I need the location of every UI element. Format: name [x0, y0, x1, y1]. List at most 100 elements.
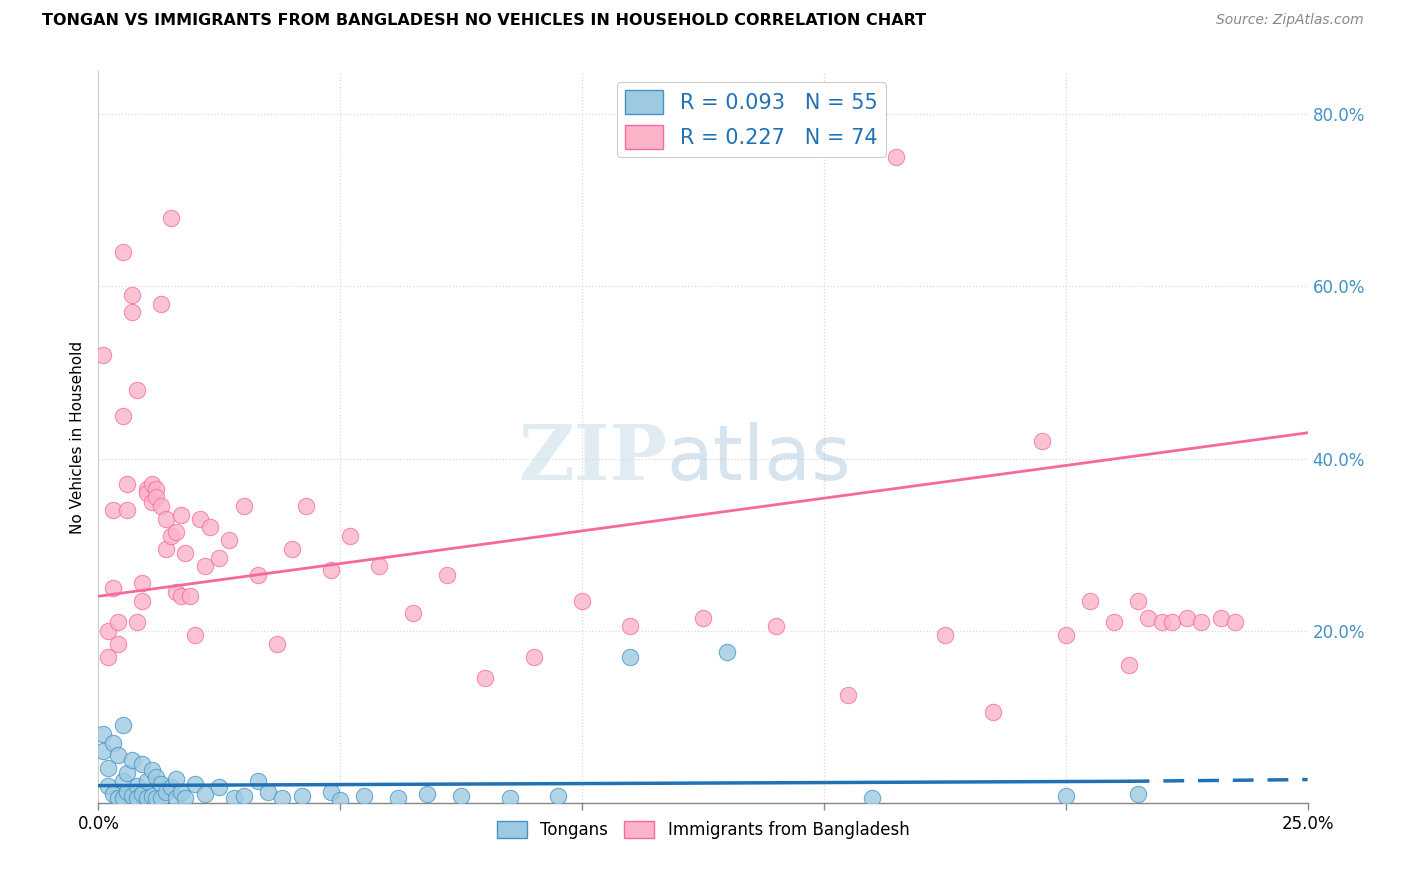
Point — [1102, 615, 1125, 629]
Point — [169, 785, 191, 799]
Point — [290, 789, 312, 803]
Point — [450, 789, 472, 803]
Point — [169, 589, 191, 603]
Point — [1161, 615, 1184, 629]
Point — [160, 529, 183, 543]
Text: Source: ZipAtlas.com: Source: ZipAtlas.com — [1216, 13, 1364, 28]
Point — [266, 637, 288, 651]
Point — [97, 779, 120, 793]
Point — [174, 546, 197, 560]
Point — [271, 791, 294, 805]
Point — [121, 753, 143, 767]
Point — [402, 607, 425, 621]
Point — [436, 567, 458, 582]
Point — [111, 245, 134, 260]
Point — [208, 550, 231, 565]
Point — [256, 785, 278, 799]
Point — [319, 564, 342, 578]
Point — [174, 791, 197, 805]
Point — [150, 777, 173, 791]
Point — [145, 770, 167, 784]
Point — [141, 763, 163, 777]
Point — [135, 482, 157, 496]
Point — [101, 503, 124, 517]
Point — [165, 791, 187, 805]
Point — [160, 780, 183, 795]
Legend: Tongans, Immigrants from Bangladesh: Tongans, Immigrants from Bangladesh — [489, 814, 917, 846]
Point — [860, 791, 883, 805]
Point — [107, 637, 129, 651]
Point — [121, 288, 143, 302]
Point — [117, 785, 139, 799]
Point — [111, 409, 134, 423]
Point — [135, 774, 157, 789]
Point — [934, 628, 956, 642]
Point — [145, 491, 167, 505]
Point — [155, 512, 177, 526]
Point — [571, 593, 593, 607]
Point — [194, 787, 217, 801]
Point — [981, 706, 1004, 720]
Point — [97, 649, 120, 664]
Point — [232, 789, 254, 803]
Point — [165, 585, 187, 599]
Point — [1031, 434, 1053, 449]
Point — [91, 727, 114, 741]
Point — [150, 296, 173, 310]
Point — [117, 503, 139, 517]
Point — [387, 791, 409, 805]
Point — [547, 789, 569, 803]
Point — [1054, 789, 1077, 803]
Point — [319, 785, 342, 799]
Point — [107, 615, 129, 629]
Point — [692, 611, 714, 625]
Point — [1175, 611, 1198, 625]
Point — [155, 541, 177, 556]
Point — [281, 541, 304, 556]
Point — [232, 499, 254, 513]
Point — [295, 499, 318, 513]
Point — [141, 789, 163, 803]
Point — [247, 774, 270, 789]
Point — [111, 774, 134, 789]
Point — [117, 765, 139, 780]
Point — [97, 624, 120, 638]
Point — [474, 671, 496, 685]
Point — [127, 383, 149, 397]
Point — [127, 615, 149, 629]
Point — [107, 748, 129, 763]
Y-axis label: No Vehicles in Household: No Vehicles in Household — [70, 341, 86, 533]
Text: atlas: atlas — [666, 422, 852, 496]
Point — [135, 791, 157, 805]
Point — [1209, 611, 1232, 625]
Point — [145, 482, 167, 496]
Text: ZIP: ZIP — [517, 422, 666, 496]
Point — [169, 508, 191, 522]
Point — [329, 793, 352, 807]
Point — [91, 744, 114, 758]
Point — [1189, 615, 1212, 629]
Point — [111, 718, 134, 732]
Point — [131, 757, 153, 772]
Point — [121, 305, 143, 319]
Point — [107, 791, 129, 805]
Point — [523, 649, 546, 664]
Point — [498, 791, 520, 805]
Point — [111, 791, 134, 805]
Point — [101, 787, 124, 801]
Point — [131, 593, 153, 607]
Point — [184, 628, 207, 642]
Point — [141, 477, 163, 491]
Point — [117, 477, 139, 491]
Point — [716, 645, 738, 659]
Point — [145, 791, 167, 805]
Point — [1152, 615, 1174, 629]
Point — [194, 559, 217, 574]
Point — [1054, 628, 1077, 642]
Point — [165, 772, 187, 786]
Point — [1078, 593, 1101, 607]
Point — [160, 211, 183, 225]
Point — [121, 789, 143, 803]
Point — [222, 791, 245, 805]
Point — [1128, 787, 1150, 801]
